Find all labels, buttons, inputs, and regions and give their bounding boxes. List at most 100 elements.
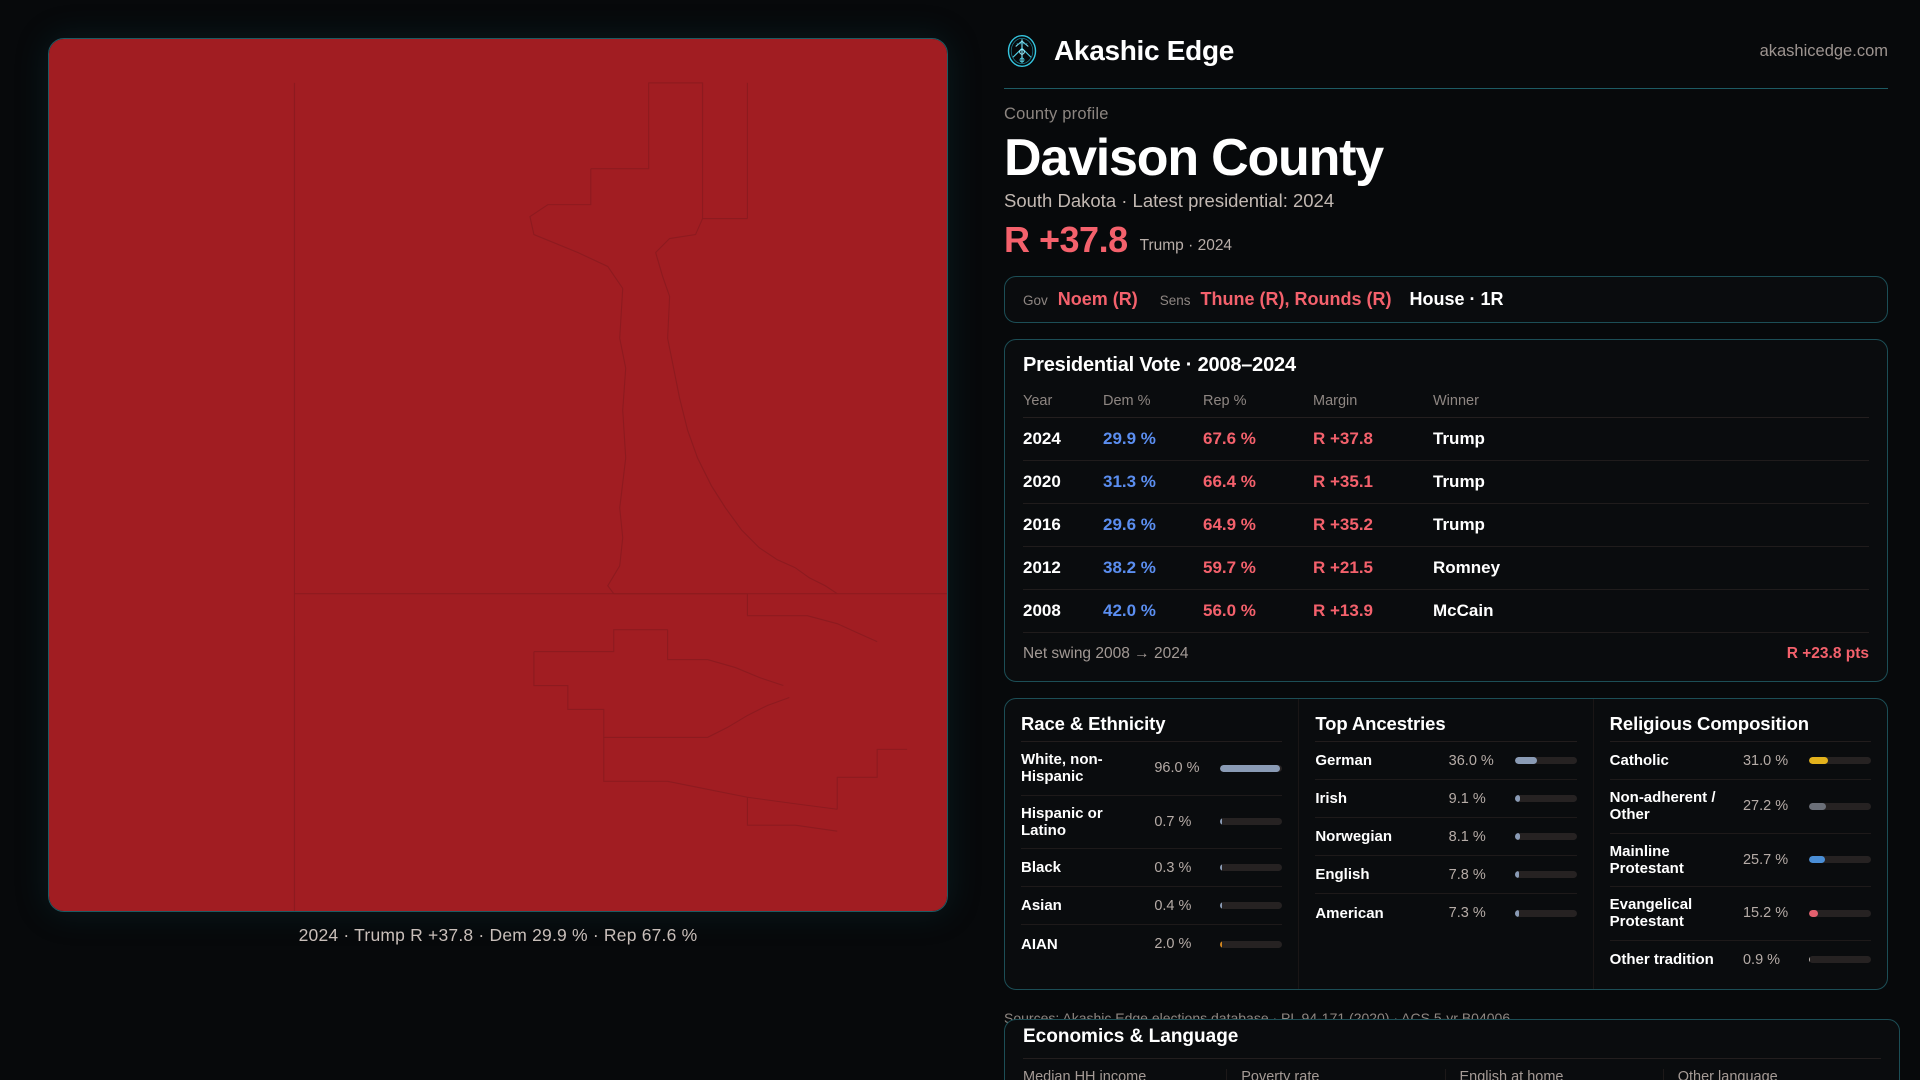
ancestry-value: 8.1 % [1448, 828, 1486, 845]
cell-winner: Trump [1433, 417, 1869, 462]
list-item[interactable]: Asian 0.4 % [1021, 887, 1283, 926]
demographics-card: Race & Ethnicity White, non-Hispanic 96.… [1004, 698, 1888, 990]
table-row[interactable]: 2024 29.9 % 67.6 % R +37.8 Trump [1023, 417, 1869, 462]
list-item[interactable]: AIAN 2.0 % [1021, 925, 1283, 963]
cell-year: 2024 [1023, 417, 1103, 462]
economics-title: Economics & Language [1023, 1026, 1239, 1047]
religion-bar [1808, 757, 1871, 765]
cell-year: 2020 [1023, 460, 1103, 505]
table-header-row: Year Dem % Rep % Margin Winner [1023, 387, 1869, 419]
margin-subtext: Trump · 2024 [1139, 237, 1233, 255]
table-row[interactable]: 2020 31.3 % 66.4 % R +35.1 Trump [1023, 460, 1869, 505]
ancestry-bar [1514, 871, 1577, 879]
list-item[interactable]: White, non-Hispanic 96.0 % [1021, 742, 1283, 796]
race-label: Black [1021, 859, 1062, 877]
list-item[interactable]: Norwegian 8.1 % [1315, 818, 1577, 857]
race-rows: White, non-Hispanic 96.0 % Hispanic or L… [1021, 741, 1283, 963]
akashic-circle-figure-icon[interactable] [1004, 33, 1040, 69]
race-label: Hispanic or Latino [1021, 804, 1103, 839]
list-item[interactable]: Evangelical Protestant 15.2 % [1609, 887, 1871, 941]
page-title: Davison County [1004, 129, 1384, 187]
religious-composition-column: Religious Composition Catholic 31.0 % No… [1592, 699, 1887, 989]
list-item[interactable]: Catholic 31.0 % [1609, 742, 1871, 781]
religion-bar [1808, 909, 1871, 917]
race-value: 0.7 % [1154, 813, 1192, 830]
religion-title: Religious Composition [1609, 713, 1809, 735]
brand-url: akashicedge.com [1759, 41, 1888, 60]
cell-winner: Trump [1433, 460, 1869, 505]
race-label: White, non-Hispanic [1021, 751, 1103, 786]
sens-label: Sens [1159, 293, 1191, 309]
list-item[interactable]: Other tradition 0.9 % [1610, 941, 1871, 979]
table-row[interactable]: 2008 42.0 % 56.0 % R +13.9 McCain [1023, 589, 1869, 634]
cell-margin: R +35.1 [1313, 460, 1433, 505]
race-bar [1220, 940, 1283, 948]
ancestry-label: Norwegian [1315, 828, 1393, 846]
top-ancestries-column: Top Ancestries German 36.0 % Irish 9.1 %… [1298, 699, 1592, 989]
economics-cell[interactable]: Median HH income [1023, 1069, 1226, 1080]
cell-winner: Romney [1433, 546, 1869, 591]
list-item[interactable]: Mainline Protestant 25.7 % [1609, 834, 1871, 888]
table-row[interactable]: 2016 29.6 % 64.9 % R +35.2 Trump [1023, 503, 1869, 548]
house-value: House · 1R [1409, 289, 1504, 310]
sens-value[interactable]: Thune (R), Rounds (R) [1200, 289, 1392, 310]
list-item[interactable]: Hispanic or Latino 0.7 % [1021, 796, 1283, 850]
col-dem: Dem % [1103, 387, 1203, 419]
county-map-panel[interactable] [48, 38, 948, 912]
race-value: 0.4 % [1154, 897, 1192, 914]
economics-cell[interactable]: Other language [1662, 1069, 1881, 1080]
headline-margin: R +37.8 Trump · 2024 [1004, 222, 1888, 258]
map-caption: 2024 · Trump R +37.8 · Dem 29.9 % · Rep … [298, 925, 698, 945]
religion-label: Catholic [1609, 752, 1669, 770]
religion-bar [1808, 802, 1871, 810]
net-swing-value: R +23.8 pts [1786, 645, 1869, 663]
ancestry-label: American [1315, 904, 1384, 922]
economics-cell[interactable]: English at home [1444, 1069, 1663, 1080]
ancestry-bar [1514, 833, 1577, 841]
economics-cell[interactable]: Poverty rate [1226, 1069, 1444, 1080]
religion-rows: Catholic 31.0 % Non-adherent / Other 27.… [1609, 741, 1871, 979]
religion-bar [1808, 856, 1871, 864]
map-fill-red [49, 39, 947, 911]
cell-dem: 31.3 % [1103, 460, 1203, 505]
gov-label: Gov [1023, 293, 1048, 309]
cell-rep: 64.9 % [1203, 503, 1313, 548]
presidential-vote-card: Presidential Vote · 2008–2024 Year Dem %… [1004, 339, 1888, 683]
col-year: Year [1023, 387, 1103, 419]
col-winner: Winner [1433, 387, 1869, 419]
list-item[interactable]: American 7.3 % [1315, 894, 1577, 932]
economics-key: Median HH income [1023, 1069, 1147, 1080]
page-subtitle: South Dakota · Latest presidential: 2024 [1004, 190, 1335, 212]
cell-rep: 56.0 % [1203, 589, 1313, 634]
economics-grid: Median HH income Poverty rate English at… [1005, 1059, 1899, 1080]
cell-winner: Trump [1433, 503, 1869, 548]
table-row[interactable]: 2012 38.2 % 59.7 % R +21.5 Romney [1023, 546, 1869, 591]
cell-rep: 66.4 % [1203, 460, 1313, 505]
race-value: 2.0 % [1154, 936, 1192, 953]
ancestry-label: Irish [1315, 790, 1348, 808]
cell-rep: 67.6 % [1203, 417, 1313, 462]
list-item[interactable]: German 36.0 % [1315, 742, 1577, 781]
gov-value[interactable]: Noem (R) [1057, 289, 1138, 310]
economics-key: Other language [1677, 1069, 1778, 1080]
cell-margin: R +35.2 [1313, 503, 1433, 548]
economics-language-card: Economics & Language Median HH income Po… [1004, 1019, 1900, 1080]
list-item[interactable]: Irish 9.1 % [1315, 780, 1577, 819]
margin-value: R +37.8 [1004, 219, 1128, 261]
economics-divider [1023, 1058, 1881, 1059]
list-item[interactable]: English 7.8 % [1315, 856, 1577, 895]
ancestry-value: 36.0 % [1448, 752, 1494, 769]
race-ethnicity-column: Race & Ethnicity White, non-Hispanic 96.… [1005, 699, 1298, 989]
ancestry-label: English [1315, 866, 1370, 884]
list-item[interactable]: Black 0.3 % [1021, 849, 1283, 888]
col-rep: Rep % [1203, 387, 1313, 419]
county-boundaries-overlay [293, 82, 947, 911]
cell-winner: McCain [1433, 589, 1869, 634]
religion-label: Mainline Protestant [1609, 842, 1684, 877]
page-eyebrow: County profile [1004, 105, 1109, 123]
list-item[interactable]: Non-adherent / Other 27.2 % [1609, 780, 1871, 834]
ancestry-bar [1514, 757, 1577, 765]
ancestries-title: Top Ancestries [1315, 713, 1446, 735]
cell-dem: 29.9 % [1103, 417, 1203, 462]
